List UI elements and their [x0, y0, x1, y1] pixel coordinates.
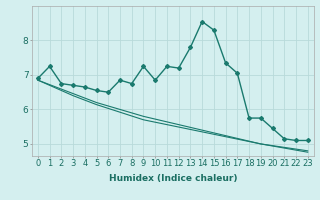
X-axis label: Humidex (Indice chaleur): Humidex (Indice chaleur): [108, 174, 237, 183]
